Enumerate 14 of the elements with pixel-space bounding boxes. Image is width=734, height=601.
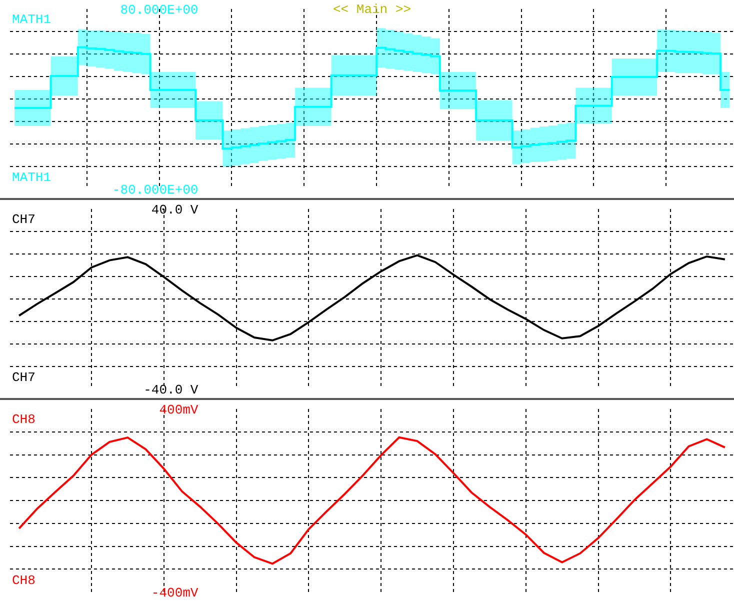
text: MATH1 [12,170,52,185]
text: CH8 [12,412,36,427]
text: MATH1 [12,12,52,27]
y-tick-label: 80.000E+00 [120,2,198,18]
y-tick-label: -400mV [151,586,198,601]
y-tick-label: 40.0 V [151,202,198,218]
line-series [18,436,726,565]
text: CH7 [12,370,36,385]
text: CH8 [12,573,36,588]
text: CH7 [12,212,36,227]
y-tick-label: -80.000E+00 [112,182,198,198]
annotation: << Main >> [333,2,412,17]
y-tick-label: 400mV [159,402,198,418]
y-tick-label: -40.0 V [144,382,198,398]
